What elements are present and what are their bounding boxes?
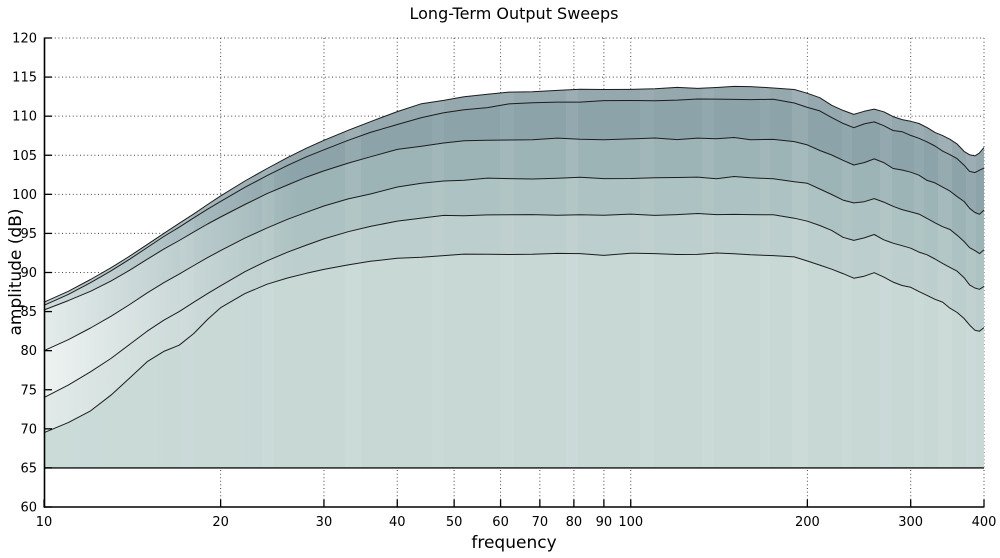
y-tick-label: 85: [20, 305, 37, 320]
x-tick-label: 10: [36, 515, 53, 530]
y-tick-label: 100: [12, 188, 37, 203]
y-tick-label: 75: [20, 383, 37, 398]
area-bands: [44, 86, 984, 468]
y-tick-label: 95: [20, 227, 37, 242]
sweep-curves: [43, 85, 985, 434]
curve-sweep-2: [43, 213, 985, 399]
curve-sweep-4: [43, 137, 985, 311]
curve-sweep-5: [43, 98, 985, 306]
y-tick-label: 105: [12, 149, 37, 164]
x-tick-label: 300: [898, 515, 923, 530]
y-tick-label: 60: [20, 501, 37, 516]
y-tick-label: 90: [20, 266, 37, 281]
x-tick-label: 90: [596, 515, 613, 530]
band-sweep-5: [44, 99, 984, 310]
tick-labels: 60 65 70 75 80 85 90 95 100 105 110 115 120 10 20 30 40 5…: [12, 32, 996, 531]
x-tick-label: 80: [566, 515, 583, 530]
x-tick-label: 200: [795, 515, 820, 530]
curve-sweep-6: [43, 85, 985, 303]
y-tick-label: 115: [12, 71, 37, 86]
x-tick-label: 100: [618, 515, 643, 530]
x-tick-label: 40: [389, 515, 406, 530]
band-sweep-1: [44, 253, 984, 468]
curve-sweep-1: [43, 252, 985, 434]
y-tick-label: 65: [20, 461, 37, 476]
x-tick-label: 50: [446, 515, 463, 530]
stripe-overlay: [180, 38, 976, 468]
x-tick-label: 60: [492, 515, 509, 530]
x-tick-label: 400: [972, 515, 997, 530]
x-tick-label: 70: [532, 515, 549, 530]
band-sweep-3: [44, 176, 984, 398]
y-tick-label: 70: [20, 422, 37, 437]
band-sweep-2: [44, 213, 984, 433]
y-tick-label: 110: [12, 110, 37, 125]
y-tick-label: 80: [20, 344, 37, 359]
chart-title: Long-Term Output Sweeps: [409, 4, 619, 23]
curve-sweep-3: [43, 176, 985, 352]
x-axis-label: frequency: [471, 533, 557, 553]
tick-marks: [43, 37, 985, 508]
y-axis-label: amplitude (dB): [6, 208, 26, 336]
x-tick-label: 30: [316, 515, 333, 530]
y-tick-label: 120: [12, 32, 37, 47]
x-tick-label: 20: [212, 515, 229, 530]
band-sweep-4: [44, 137, 984, 351]
